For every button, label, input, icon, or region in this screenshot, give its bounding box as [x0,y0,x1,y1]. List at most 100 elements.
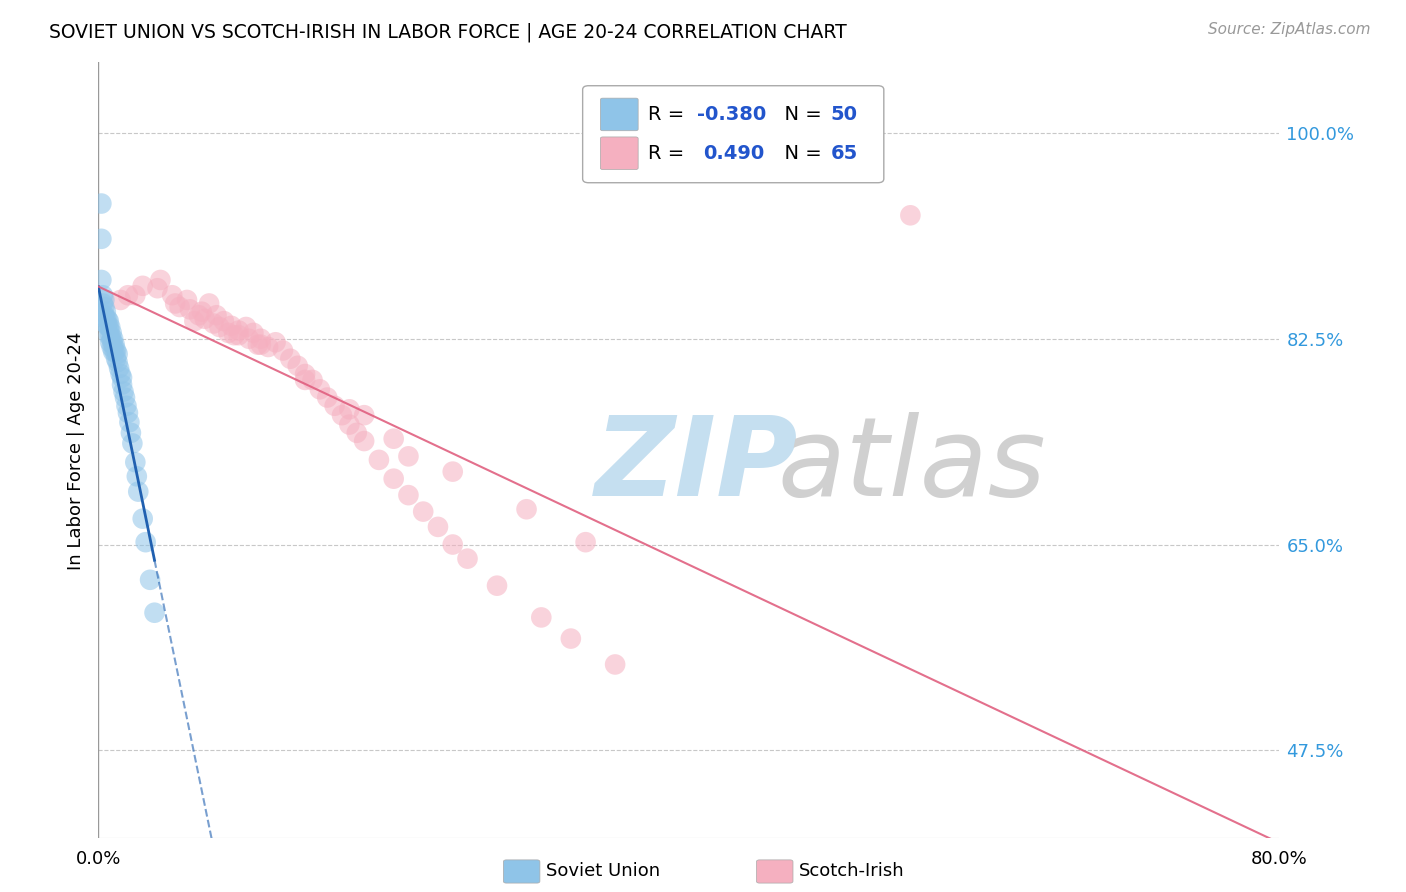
Point [105,351,128,366]
Point [516,502,538,516]
Point [100,333,122,347]
FancyBboxPatch shape [582,86,884,183]
Point [100,340,122,354]
Point [139,573,162,587]
Point [441,465,464,479]
Point [96,311,118,326]
Point [135,535,157,549]
Point [900,208,922,222]
Point [246,337,269,351]
Point [264,335,287,350]
Point [486,579,509,593]
Point [212,314,235,328]
Point [97,314,120,328]
Text: Source: ZipAtlas.com: Source: ZipAtlas.com [1208,22,1371,37]
Point [294,373,316,387]
Point [132,278,155,293]
Point [224,328,246,343]
Point [117,406,139,420]
Point [441,537,464,551]
Point [98,320,121,334]
Point [98,328,121,343]
Y-axis label: In Labor Force | Age 20-24: In Labor Force | Age 20-24 [66,331,84,570]
Point [183,314,205,328]
Text: Scotch-Irish: Scotch-Irish [799,863,904,880]
Text: R =: R = [648,105,690,124]
Point [228,324,250,338]
Point [91,288,114,302]
Point [94,317,117,331]
Point [221,318,243,333]
Point [316,391,339,405]
Point [457,551,479,566]
Point [112,384,135,399]
Point [104,344,127,359]
Point [169,300,191,314]
Point [149,273,172,287]
Point [176,293,198,307]
Point [560,632,582,646]
Point [90,196,112,211]
Point [382,472,405,486]
Point [187,308,209,322]
Point [294,367,316,381]
Point [90,232,112,246]
Point [118,415,141,429]
Point [575,535,598,549]
Point [242,326,264,340]
Point [353,408,375,422]
Point [117,288,139,302]
Point [353,434,375,448]
Point [412,505,434,519]
Point [301,373,323,387]
Point [94,304,117,318]
Point [97,320,120,334]
Text: 0.490: 0.490 [703,144,765,162]
Point [427,520,450,534]
Point [257,340,280,354]
Text: R =: R = [648,144,696,162]
Point [120,425,142,440]
Point [110,293,132,307]
Point [146,281,169,295]
Point [98,335,121,350]
Point [339,417,361,432]
Point [90,273,112,287]
Point [179,302,201,317]
Point [91,849,114,863]
Point [330,408,353,422]
Point [91,296,114,310]
Point [530,610,553,624]
Point [250,332,273,346]
Point [346,425,368,440]
Point [198,296,221,310]
Point [127,484,149,499]
Point [162,288,183,302]
Point [165,296,187,310]
Text: atlas: atlas [778,412,1046,519]
Point [194,311,217,326]
Point [124,288,146,302]
Point [287,359,309,373]
Point [271,343,294,358]
Point [398,488,420,502]
Point [205,308,228,322]
FancyBboxPatch shape [600,137,638,169]
Text: Soviet Union: Soviet Union [546,863,659,880]
Point [107,355,129,369]
Point [111,370,134,384]
Point [143,606,166,620]
Point [339,402,361,417]
Point [93,300,115,314]
Point [238,332,260,346]
Point [100,326,122,340]
Text: 65: 65 [831,144,858,162]
Point [103,344,125,359]
Point [309,382,332,396]
Point [105,343,128,358]
Point [103,337,125,351]
Point [96,318,118,333]
Text: N =: N = [772,105,828,124]
Point [323,399,346,413]
Point [93,293,115,307]
